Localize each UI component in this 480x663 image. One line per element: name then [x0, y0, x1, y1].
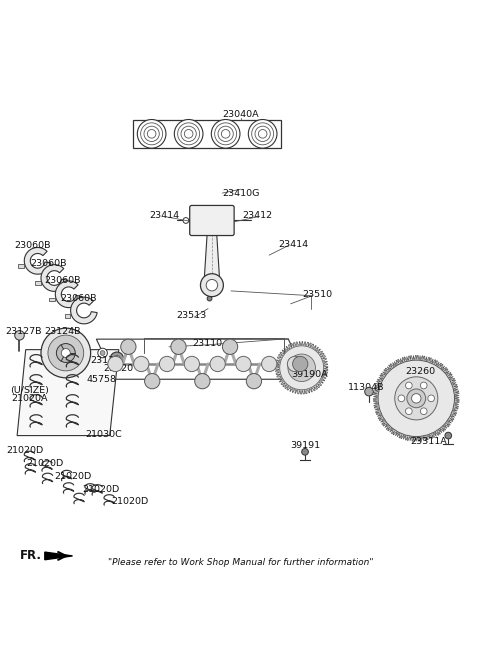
Circle shape [190, 217, 197, 224]
Text: 23311A: 23311A [411, 437, 447, 446]
Text: 23120: 23120 [103, 364, 133, 373]
Text: 23410G: 23410G [222, 188, 259, 198]
Bar [133, 119, 281, 148]
Text: 39191: 39191 [290, 441, 320, 450]
Circle shape [15, 331, 24, 340]
Bar [35, 281, 41, 285]
Circle shape [411, 394, 421, 403]
Text: FR.: FR. [20, 550, 42, 562]
Circle shape [144, 373, 160, 389]
Text: 45758: 45758 [86, 375, 116, 384]
Circle shape [222, 339, 238, 355]
Circle shape [174, 119, 203, 148]
Circle shape [280, 346, 324, 390]
Text: (U/SIZE): (U/SIZE) [10, 387, 49, 395]
Polygon shape [41, 265, 68, 291]
Polygon shape [45, 552, 72, 560]
Circle shape [428, 395, 434, 402]
Circle shape [445, 432, 452, 439]
Text: 23127B: 23127B [6, 327, 42, 336]
Circle shape [248, 119, 277, 148]
Text: 39190A: 39190A [291, 370, 328, 379]
Circle shape [420, 408, 427, 414]
Circle shape [184, 356, 200, 371]
FancyBboxPatch shape [190, 206, 234, 235]
Text: 23510: 23510 [302, 290, 332, 299]
Polygon shape [17, 349, 119, 436]
Polygon shape [71, 297, 97, 324]
Circle shape [286, 349, 314, 379]
Circle shape [246, 373, 262, 389]
Circle shape [293, 356, 308, 371]
Text: 23414: 23414 [278, 240, 308, 249]
Circle shape [406, 408, 412, 414]
Text: 23260: 23260 [405, 367, 435, 376]
Circle shape [378, 360, 455, 436]
Text: 21020D: 21020D [6, 446, 43, 455]
Text: 23131: 23131 [90, 355, 120, 365]
Text: 23060B: 23060B [60, 294, 96, 302]
Text: 21020A: 21020A [11, 394, 48, 403]
Circle shape [48, 335, 84, 371]
Circle shape [211, 119, 240, 148]
Circle shape [110, 352, 123, 365]
Circle shape [108, 356, 123, 371]
Circle shape [207, 296, 212, 301]
Bar [49, 298, 55, 302]
Circle shape [56, 343, 75, 363]
Text: 23060B: 23060B [45, 276, 81, 285]
Circle shape [159, 356, 175, 371]
Circle shape [398, 395, 405, 402]
Circle shape [420, 382, 427, 389]
Circle shape [137, 119, 166, 148]
Text: 23414: 23414 [149, 211, 179, 221]
Text: 21020D: 21020D [83, 485, 120, 493]
Text: "Please refer to Work Shop Manual for further information": "Please refer to Work Shop Manual for fu… [108, 558, 373, 567]
Polygon shape [55, 281, 82, 308]
Text: 23060B: 23060B [30, 259, 66, 268]
Text: 11304B: 11304B [348, 383, 385, 392]
Circle shape [41, 328, 91, 378]
Circle shape [395, 377, 438, 420]
Circle shape [171, 339, 186, 355]
Text: 23412: 23412 [242, 211, 272, 221]
Text: 21030C: 21030C [85, 430, 122, 439]
Polygon shape [24, 247, 51, 274]
Circle shape [121, 339, 136, 355]
Circle shape [262, 356, 277, 371]
Circle shape [61, 349, 70, 357]
Circle shape [195, 373, 210, 389]
Circle shape [407, 389, 426, 408]
Circle shape [183, 217, 189, 223]
Bar [18, 265, 24, 268]
Circle shape [302, 448, 308, 455]
Polygon shape [276, 341, 328, 394]
Circle shape [288, 356, 303, 371]
Text: 23060B: 23060B [14, 241, 51, 250]
Circle shape [210, 356, 225, 371]
Text: 21020D: 21020D [54, 472, 91, 481]
Circle shape [206, 280, 217, 291]
Bar [65, 314, 71, 318]
Text: 21020D: 21020D [111, 497, 148, 507]
Text: 23124B: 23124B [45, 327, 81, 336]
Text: 23110: 23110 [192, 339, 222, 348]
Polygon shape [373, 355, 459, 442]
Circle shape [114, 355, 120, 362]
Circle shape [365, 387, 373, 396]
Circle shape [406, 382, 412, 389]
Text: 23513: 23513 [177, 311, 207, 320]
Circle shape [133, 356, 149, 371]
Text: 21020D: 21020D [26, 459, 63, 468]
Circle shape [201, 274, 223, 296]
Circle shape [98, 348, 108, 358]
Circle shape [236, 356, 251, 371]
Circle shape [100, 351, 105, 355]
Text: 23040A: 23040A [222, 110, 259, 119]
Circle shape [288, 354, 315, 381]
Polygon shape [204, 233, 219, 291]
